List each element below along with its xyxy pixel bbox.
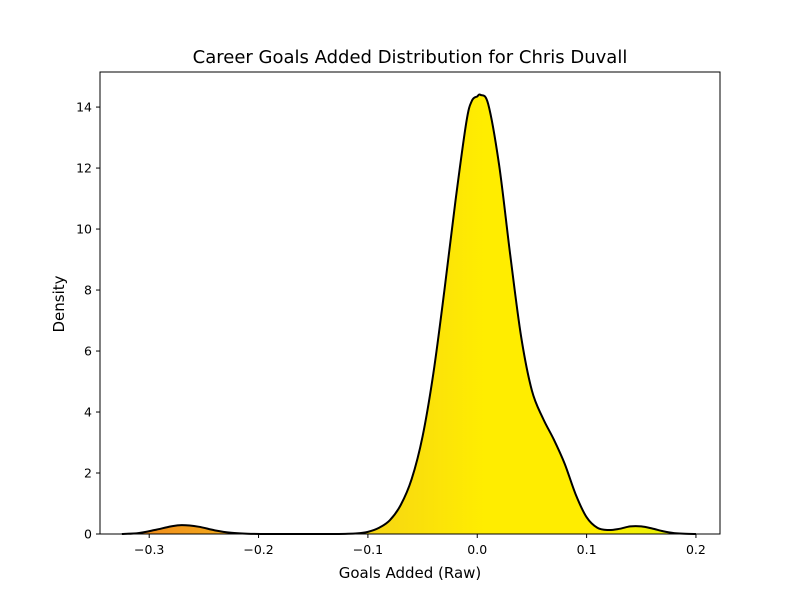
y-tick-label: 14 [76, 100, 92, 115]
axes-frame [99, 71, 721, 535]
y-axis-label: Density [50, 275, 68, 332]
density-area-fill [121, 94, 696, 534]
density-curve-line [121, 93, 696, 536]
y-tick-label: 2 [84, 466, 92, 481]
chart-title: Career Goals Added Distribution for Chri… [193, 47, 628, 68]
x-axis: −0.3 −0.2 −0.1 0.0 0.1 0.2 [134, 534, 706, 557]
y-tick-label: 0 [84, 527, 92, 542]
y-axis: 0 2 4 6 8 10 12 14 [76, 100, 100, 542]
y-tick-label: 12 [76, 161, 92, 176]
x-tick-label: −0.2 [243, 542, 273, 557]
x-tick-label: −0.1 [353, 542, 383, 557]
x-tick-label: 0.0 [467, 542, 487, 557]
plot-area [121, 93, 696, 536]
y-tick-label: 8 [84, 283, 92, 298]
x-tick-label: −0.3 [134, 542, 164, 557]
y-tick-label: 6 [84, 344, 92, 359]
x-tick-label: 0.2 [686, 542, 706, 557]
y-tick-label: 10 [76, 222, 92, 237]
x-axis-label: Goals Added (Raw) [339, 564, 482, 582]
y-tick-label: 4 [84, 405, 92, 420]
x-tick-label: 0.1 [577, 542, 597, 557]
